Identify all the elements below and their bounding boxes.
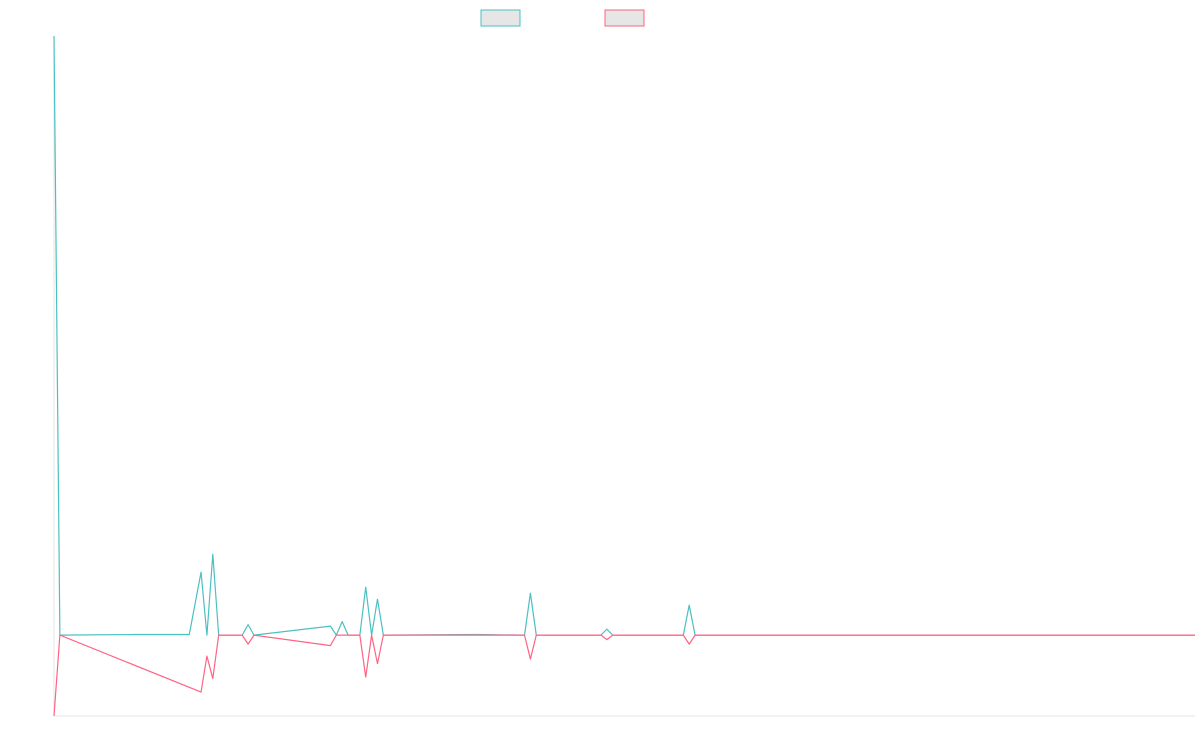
axes — [53, 36, 1195, 717]
series-line-2 — [53, 634, 1195, 717]
series-layer — [53, 35, 1195, 717]
legend — [480, 9, 645, 27]
legend-swatch-2[interactable] — [604, 9, 645, 27]
legend-swatch-1[interactable] — [480, 9, 521, 27]
series-line-1 — [53, 35, 1195, 636]
